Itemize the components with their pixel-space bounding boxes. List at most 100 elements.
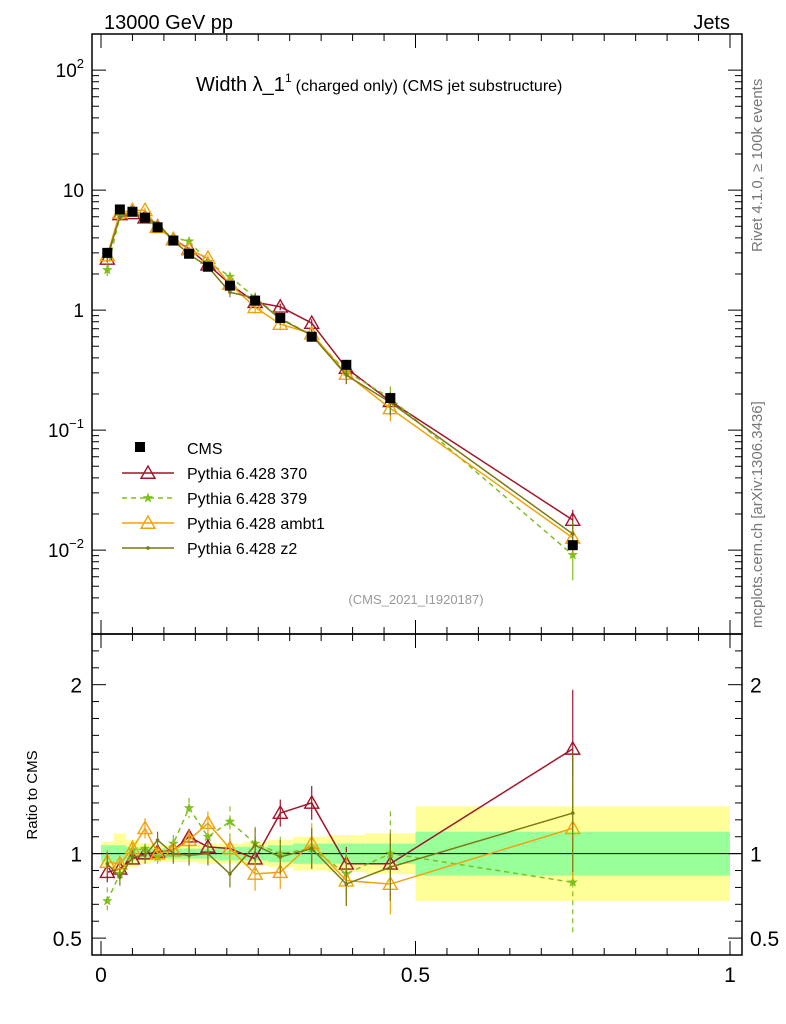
ratio-y-tick-label: 0.5 [53,928,82,951]
main-point [246,298,264,314]
ratio-point [570,811,575,815]
main-point [567,549,578,560]
ratio-point [567,876,578,887]
tick-base: 10 [56,61,77,82]
legend-label: Pythia 6.428 379 [187,491,307,508]
plot-title: Width λ_11 (charged only) (CMS jet substr… [196,71,562,96]
main-y-tick-label: 1 [73,301,84,322]
main-point [183,235,195,246]
main-point [118,215,122,220]
main-series-0 [99,204,581,533]
ratio-point [149,845,166,860]
cms-data-point [202,261,213,272]
ratio-point [136,819,154,835]
main-y-tick-label: 102 [56,56,84,82]
header-energy-label: 13000 GeV pp [104,12,233,34]
ratio-point [272,863,289,879]
legend-label: Pythia 6.428 370 [187,466,307,483]
cms-data-point [140,212,151,223]
ratio-series-line [106,806,573,902]
main-point [102,264,113,275]
cms-data-point [567,540,578,551]
cms-data-point [127,206,138,217]
cms-data-point [275,312,286,323]
ratio-point [221,840,239,855]
cms-data-point [152,222,163,233]
analysis-id-label: (CMS_2021_I1920187) [348,592,483,607]
cms-data-point [184,248,195,259]
plot-title-superscript: 1 [285,71,292,85]
ratio-point [199,814,217,830]
rivet-version-label: Rivet 4.1.0, ≥ 100k events [749,79,766,252]
tick-exponent: 2 [77,56,84,71]
ratio-point [246,865,264,880]
mcplots-label: mcplots.cern.ch [arXiv:1306.3436] [749,401,766,628]
ratio-point [303,794,320,809]
ratio-point [118,875,122,880]
legend-label: Pythia 6.428 z2 [187,541,297,558]
main-y-tick-label: 10−2 [48,536,84,562]
cms-data-point [341,359,352,370]
ratio-y-tick-label-right: 1 [750,844,762,867]
main-y-tick-label: 10 [63,181,84,202]
main-series-line [106,209,574,539]
ratio-point [102,895,113,906]
ratio-point [155,838,160,842]
main-series [99,201,581,581]
main-point [344,373,349,377]
ratio-point [224,816,236,826]
ratio-y-tick-label: 1 [70,844,82,867]
cms-data-point [168,235,179,246]
legend-marker [139,514,157,529]
cms-data-point [250,295,261,306]
ratio-point [171,851,176,856]
x-tick-label: 0 [95,964,107,987]
ratio-y-axis-label: Ratio to CMS [24,750,41,839]
tick-base: 10 [48,421,69,442]
ratio-point [99,863,116,879]
cms-data-point [385,393,396,404]
ratio-series [99,689,581,937]
cms-data-point [102,247,113,258]
ratio-y-tick-label-right: 2 [750,675,762,698]
cms-data-point [224,280,235,291]
ratio-point [105,861,110,866]
ratio-point [130,855,135,859]
ratio-point [143,853,147,858]
header-jets-label: Jets [693,12,730,34]
ratio-frame [91,633,743,956]
main-y-tick-label: 10−1 [48,416,84,442]
legend-marker [146,546,150,550]
plot-title-main: Width λ_1 [196,74,285,96]
tick-base: 10 [48,541,69,562]
ratio-point [272,804,289,820]
legend-marker [142,492,154,503]
main-series-2 [99,201,581,554]
x-tick-label: 1 [724,964,736,987]
cms-data-points [102,204,578,551]
tick-exponent: −1 [69,416,84,431]
legend-marker-cms [135,442,145,452]
ratio-point [228,872,232,876]
ratio-point [344,882,349,886]
legend-label: Pythia 6.428 ambt1 [187,516,325,533]
main-point [570,532,575,536]
main-series-1 [102,205,578,581]
cms-data-point [114,204,125,215]
plot-title-rest: (charged only) (CMS jet substructure) [296,78,563,95]
legend: CMS Pythia 6.428 370 Pythia 6.428 379 Pythi… [122,441,325,558]
legend-marker [139,464,157,479]
ratio-point [206,851,210,856]
ratio-point [278,855,283,859]
ratio-point [202,831,214,842]
ratio-series-line [107,822,573,885]
ratio-series-3 [105,753,575,907]
x-tick-label: 0.5 [401,964,430,987]
ratio-point [309,846,314,851]
main-point [272,315,289,331]
ratio-point [253,843,257,847]
ratio-y-tick-label-right: 0.5 [750,928,779,951]
ratio-y-tick-label: 2 [70,675,82,698]
